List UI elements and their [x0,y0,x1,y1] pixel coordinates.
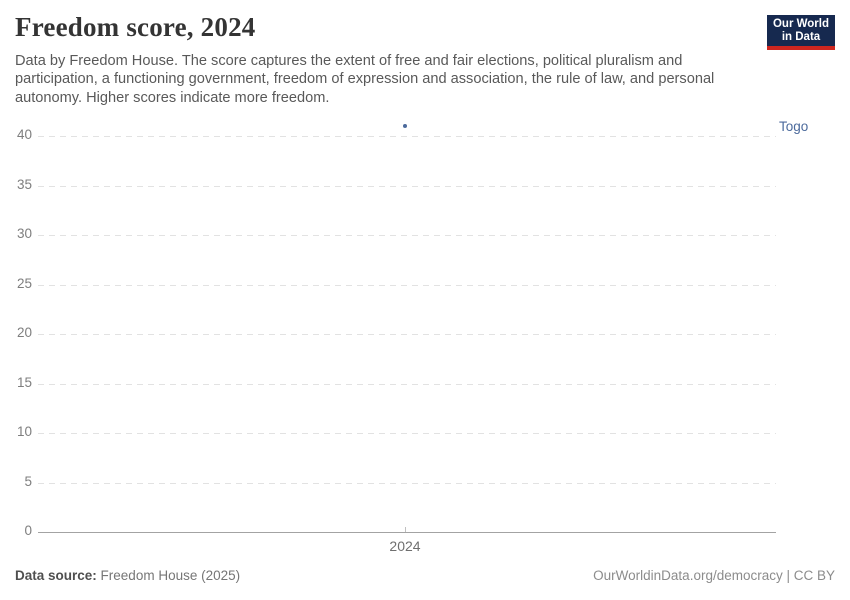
y-axis-tick-label: 10 [16,424,32,439]
owid-logo-red-bar [767,46,835,50]
y-axis-tick-label: 5 [24,473,32,489]
entity-label-togo[interactable]: Togo [779,119,809,135]
owid-logo-line2: in Data [781,31,821,43]
chart-footer: Data source: Freedom House (2025) OurWor… [15,568,835,583]
x-axis-tick-label: 2024 [389,538,421,554]
x-axis-line [38,532,776,533]
data-point-togo[interactable] [403,124,407,129]
gridline [38,334,776,335]
y-axis-tick-label: 40 [16,127,32,142]
y-axis-tick-label: 30 [16,226,32,241]
y-axis-tick-label: 25 [16,275,32,291]
gridline [38,185,776,187]
y-axis-tick-label: 35 [16,176,32,192]
owid-logo-text: Our World in Data [767,15,835,46]
gridline [38,235,776,236]
owid-logo-line1: Our World [772,18,829,30]
gridline [38,284,776,286]
data-source-label: Data source: [15,568,97,583]
footer-license-link[interactable]: OurWorldinData.org/democracy | CC BY [593,568,835,583]
y-axis-tick-label: 0 [24,523,32,538]
gridline [38,433,776,434]
y-axis-tick-label: 20 [16,325,32,340]
gridline [38,482,776,484]
data-source-value: Freedom House (2025) [100,568,241,583]
y-axis-tick-label: 15 [16,374,32,390]
gridline [38,136,776,137]
chart-title: Freedom score, 2024 [15,12,256,42]
chart-subtitle: Data by Freedom House. The score capture… [15,53,715,106]
data-source: Data source: Freedom House (2025) [15,568,240,583]
owid-logo[interactable]: Our World in Data [767,15,835,50]
gridline [38,383,776,385]
x-axis-tick-mark [405,527,406,532]
